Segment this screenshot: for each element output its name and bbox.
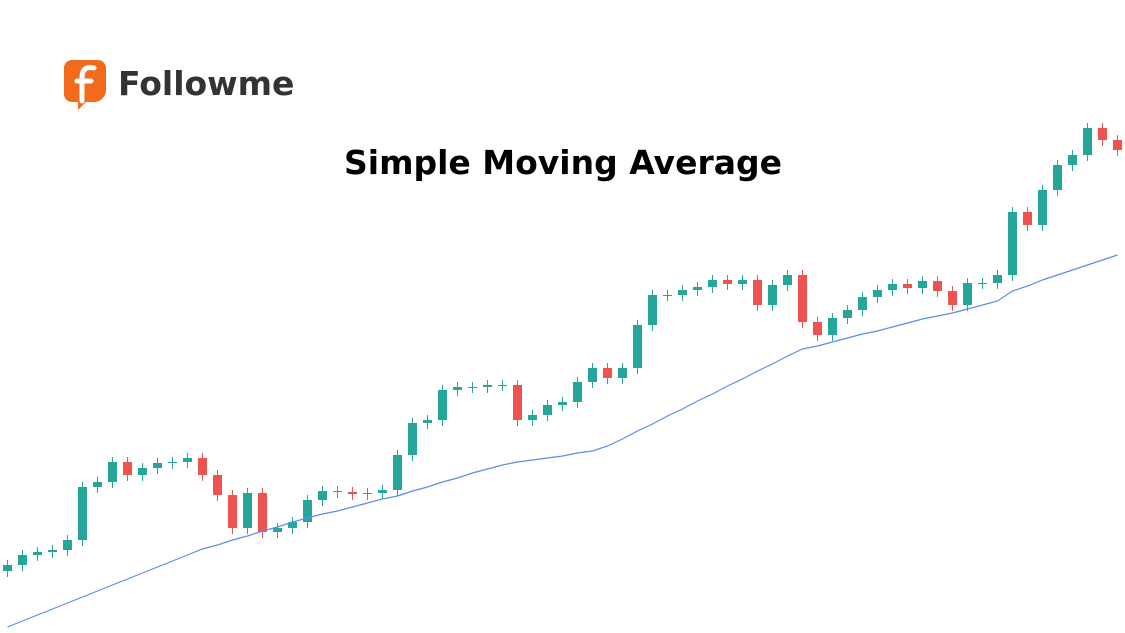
candle-body xyxy=(1053,165,1062,190)
candle-body xyxy=(783,275,792,285)
candle-body xyxy=(648,295,657,325)
candle-body xyxy=(858,297,867,310)
candle-body xyxy=(753,280,762,305)
candle-body xyxy=(948,291,957,305)
candle-body xyxy=(933,281,942,291)
candle-body xyxy=(288,522,297,528)
candle-body xyxy=(438,390,447,420)
candle-body xyxy=(423,420,432,423)
candle-body xyxy=(183,458,192,462)
candle-body xyxy=(108,462,117,482)
candle-body xyxy=(708,280,717,287)
candle-body xyxy=(48,550,57,552)
candle-body xyxy=(3,565,12,571)
candle-body xyxy=(768,285,777,305)
candle-body xyxy=(723,280,732,284)
candle-body xyxy=(1008,212,1017,275)
candle-body xyxy=(258,493,267,532)
candle-body xyxy=(543,405,552,415)
moving-average-line xyxy=(7,254,1118,628)
candle-body xyxy=(993,275,1002,283)
candle-body xyxy=(633,325,642,368)
candle-body xyxy=(873,290,882,297)
logo: Followme xyxy=(64,60,294,110)
candle-body xyxy=(498,385,507,386)
candle-body xyxy=(273,528,282,532)
candle-body xyxy=(468,387,477,388)
candle-body xyxy=(18,555,27,565)
logo-letter xyxy=(74,65,97,104)
candle-body xyxy=(348,492,357,494)
logo-icon xyxy=(64,60,106,110)
candle-body xyxy=(813,322,822,335)
candle-body xyxy=(363,493,372,494)
candle-body xyxy=(168,462,177,463)
candle-body xyxy=(198,458,207,475)
candle-body xyxy=(978,283,987,284)
candle-body xyxy=(918,281,927,288)
candle-body xyxy=(513,385,522,420)
candle-body xyxy=(663,295,672,296)
candle-body xyxy=(558,402,567,405)
candle-body xyxy=(333,491,342,492)
candle-body xyxy=(888,284,897,290)
candle-body xyxy=(843,310,852,318)
candle-body xyxy=(963,283,972,305)
candle-body xyxy=(1113,140,1122,150)
candle-body xyxy=(798,275,807,322)
brand-name: Followme xyxy=(118,64,294,103)
candle-body xyxy=(393,455,402,490)
candle-body xyxy=(1038,190,1047,225)
candle-body xyxy=(63,540,72,550)
candle-body xyxy=(1083,128,1092,155)
chart-title: Simple Moving Average xyxy=(344,143,782,182)
candle-body xyxy=(678,290,687,295)
candle-body xyxy=(93,482,102,487)
candle-body xyxy=(693,287,702,290)
candle-body xyxy=(483,385,492,387)
candle-body xyxy=(228,495,237,528)
candle-body xyxy=(903,284,912,288)
candle-body xyxy=(378,490,387,493)
candle-body xyxy=(78,487,87,540)
candle-body xyxy=(573,382,582,402)
candle-body xyxy=(1068,155,1077,165)
candle-body xyxy=(318,491,327,500)
candle-body xyxy=(138,468,147,475)
candle-body xyxy=(618,368,627,378)
candle-body xyxy=(1023,212,1032,225)
candle-body xyxy=(303,500,312,522)
candle-body xyxy=(213,475,222,495)
candle-body xyxy=(603,368,612,378)
candle-body xyxy=(33,552,42,555)
candle-body xyxy=(1098,128,1107,140)
candle-body xyxy=(153,463,162,468)
candle-body xyxy=(243,493,252,528)
candle-body xyxy=(123,462,132,475)
candle-body xyxy=(588,368,597,382)
candle-body xyxy=(828,318,837,335)
candle-body xyxy=(528,415,537,420)
candle-body xyxy=(738,280,747,284)
candle-body xyxy=(453,387,462,390)
candle-body xyxy=(408,423,417,455)
